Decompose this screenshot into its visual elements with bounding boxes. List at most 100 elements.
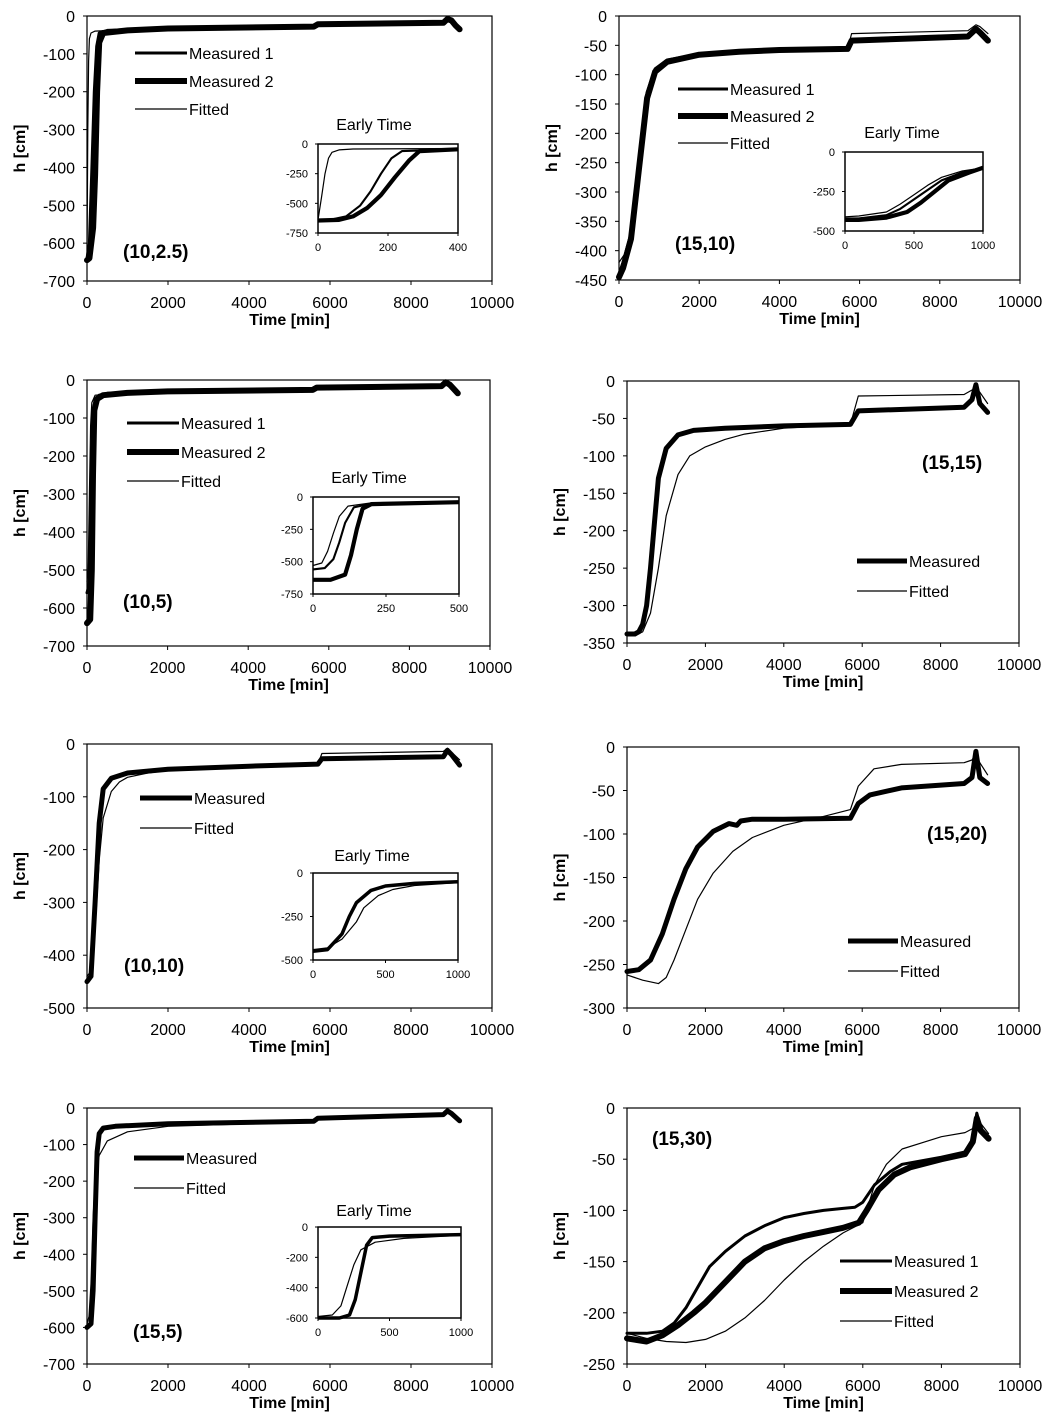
y-tick-label: -50 bbox=[592, 784, 615, 801]
inset-title: Early Time bbox=[331, 470, 407, 487]
inset-y-tick-label: -400 bbox=[286, 1283, 308, 1295]
series-line-measured bbox=[624, 748, 991, 974]
x-tick-label: 6000 bbox=[311, 660, 347, 677]
series-line-measured bbox=[624, 382, 991, 637]
y-tick-label: -50 bbox=[592, 1152, 615, 1169]
panel-label: (15,20) bbox=[927, 824, 987, 845]
x-tick-label: 6000 bbox=[312, 295, 348, 312]
y-tick-label: 0 bbox=[66, 737, 75, 754]
inset-y-tick-label: -600 bbox=[286, 1313, 308, 1325]
y-tick-label: -150 bbox=[583, 486, 615, 503]
x-tick-label: 4000 bbox=[766, 1022, 802, 1039]
inset-x-tick-label: 250 bbox=[377, 603, 395, 615]
chart-panel-3: 0 -50 -100 -150 -200 -250 -300 -350 0 2000 4000 600… bbox=[552, 374, 1041, 691]
x-tick-label: 4000 bbox=[230, 660, 266, 677]
x-tick-label: 6000 bbox=[845, 1378, 881, 1395]
inset-series-line-fitted bbox=[317, 147, 459, 220]
inset-y-tick-label: 0 bbox=[302, 139, 308, 151]
chart-panel-1: 0 -50 -100 -150 -200 -250 -300 -350 -400 -450 0 200… bbox=[544, 9, 1042, 328]
y-tick-label: -500 bbox=[43, 1001, 75, 1018]
inset-title: Early Time bbox=[334, 848, 410, 865]
x-tick-label: 0 bbox=[83, 1378, 92, 1395]
inset-series-line-fitted bbox=[312, 501, 460, 567]
series-line-fitted bbox=[86, 1110, 461, 1325]
y-axis-label: h [cm] bbox=[12, 1212, 29, 1260]
y-tick-label: -150 bbox=[583, 1255, 615, 1272]
inset-x-tick-label: 1000 bbox=[449, 1327, 473, 1339]
x-tick-label: 2000 bbox=[150, 660, 186, 677]
x-tick-label: 6000 bbox=[312, 1378, 348, 1395]
y-tick-label: -200 bbox=[43, 1174, 75, 1191]
x-tick-label: 2000 bbox=[150, 295, 186, 312]
y-tick-label: -450 bbox=[575, 273, 607, 290]
y-tick-label: -700 bbox=[43, 1357, 75, 1374]
x-tick-label: 6000 bbox=[844, 657, 880, 674]
x-tick-label: 0 bbox=[83, 1022, 92, 1039]
x-tick-label: 2000 bbox=[150, 1022, 186, 1039]
x-tick-label: 4000 bbox=[231, 295, 267, 312]
legend-label: Measured bbox=[900, 934, 971, 951]
y-tick-label: -250 bbox=[575, 156, 607, 173]
y-tick-label: -200 bbox=[43, 843, 75, 860]
inset-series-line-measured-2 bbox=[313, 500, 460, 582]
y-tick-label: -600 bbox=[43, 1320, 75, 1337]
x-tick-label: 0 bbox=[623, 1022, 632, 1039]
y-tick-label: -300 bbox=[43, 487, 75, 504]
plot-frame bbox=[618, 15, 1021, 281]
inset-series-line-fitted bbox=[317, 1234, 462, 1318]
y-tick-label: -400 bbox=[43, 525, 75, 542]
inset-y-tick-label: -500 bbox=[281, 557, 303, 569]
x-tick-label: 10000 bbox=[998, 294, 1043, 311]
inset-series-line-measured-2 bbox=[845, 165, 984, 222]
panel-label: (15,15) bbox=[922, 453, 982, 474]
y-tick-label: -400 bbox=[575, 244, 607, 261]
x-axis-label: Time [min] bbox=[783, 674, 864, 691]
plot-frame bbox=[626, 380, 1020, 644]
inset-x-tick-label: 1000 bbox=[971, 240, 995, 252]
series-line-fitted bbox=[86, 18, 461, 259]
y-tick-label: -300 bbox=[575, 185, 607, 202]
inset-title: Early Time bbox=[336, 1203, 412, 1220]
y-tick-label: 0 bbox=[606, 740, 615, 757]
y-tick-label: 0 bbox=[66, 9, 75, 26]
inset-x-tick-label: 0 bbox=[315, 1327, 321, 1339]
y-tick-label: -600 bbox=[43, 236, 75, 253]
x-tick-label: 8000 bbox=[393, 1022, 429, 1039]
x-tick-label: 8000 bbox=[922, 294, 958, 311]
inset-y-tick-label: 0 bbox=[829, 147, 835, 159]
y-tick-label: -400 bbox=[43, 948, 75, 965]
plot-frame bbox=[86, 1107, 493, 1365]
legend-label: Measured 1 bbox=[730, 82, 815, 99]
x-tick-label: 0 bbox=[83, 295, 92, 312]
y-tick-label: -300 bbox=[583, 599, 615, 616]
chart-panel-4: 0 -100 -200 -300 -400 -500 0 2000 4000 6000 8000 10… bbox=[12, 737, 514, 1056]
inset-x-tick-label: 1000 bbox=[446, 969, 470, 981]
x-tick-label: 6000 bbox=[842, 294, 878, 311]
y-tick-label: -100 bbox=[575, 68, 607, 85]
y-tick-label: -400 bbox=[43, 1247, 75, 1264]
x-axis-label: Time [min] bbox=[783, 1039, 864, 1056]
y-tick-label: -500 bbox=[43, 198, 75, 215]
series-line-measured-2 bbox=[624, 1115, 992, 1345]
y-tick-label: -100 bbox=[583, 449, 615, 466]
x-tick-label: 4000 bbox=[766, 657, 802, 674]
y-tick-label: -300 bbox=[43, 123, 75, 140]
legend-label: Measured bbox=[909, 554, 980, 571]
y-tick-label: -200 bbox=[583, 524, 615, 541]
y-tick-label: -100 bbox=[583, 1203, 615, 1220]
y-tick-label: -100 bbox=[43, 47, 75, 64]
legend-label: Measured bbox=[186, 1151, 257, 1168]
series-line-fitted bbox=[626, 1115, 990, 1344]
inset-x-tick-label: 400 bbox=[449, 242, 467, 254]
y-tick-label: 0 bbox=[606, 1101, 615, 1118]
inset-x-tick-label: 500 bbox=[450, 603, 468, 615]
x-axis-label: Time [min] bbox=[779, 311, 860, 328]
legend-label: Fitted bbox=[730, 136, 770, 153]
legend-label: Fitted bbox=[189, 102, 229, 119]
y-tick-label: -400 bbox=[43, 160, 75, 177]
panel-label: (10,5) bbox=[123, 592, 173, 613]
inset-x-tick-label: 0 bbox=[315, 242, 321, 254]
x-axis-label: Time [min] bbox=[783, 1395, 864, 1412]
chart-panel-2: 0 -100 -200 -300 -400 -500 -600 -700 0 2000 4000 60… bbox=[12, 373, 512, 694]
